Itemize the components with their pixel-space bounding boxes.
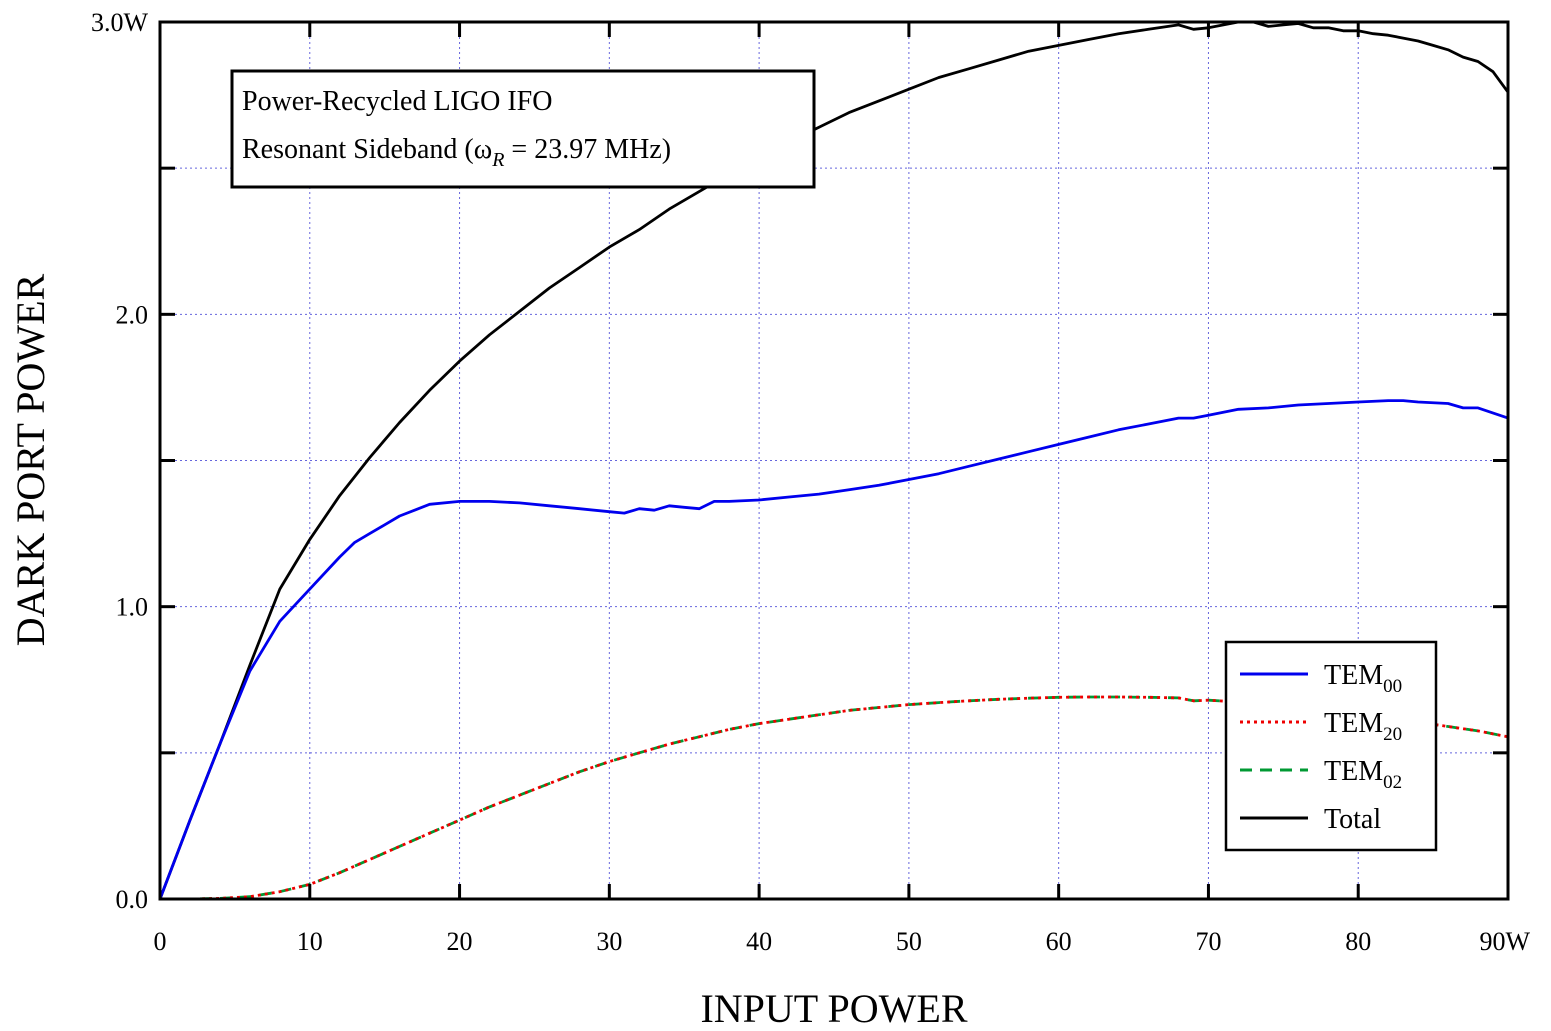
legend: TEM00 TEM20 TEM02 Total xyxy=(1224,640,1438,852)
annotation-line-2: Resonant Sideband (ωR = 23.97 MHz) xyxy=(242,134,671,171)
x-tick-label: 40 xyxy=(746,927,772,956)
x-tick-label: 90W xyxy=(1479,927,1530,956)
omega-symbol: ω xyxy=(474,134,492,165)
y-tick-label: 2.0 xyxy=(116,300,149,329)
legend-label: TEM00 xyxy=(1324,660,1402,697)
legend-label: TEM20 xyxy=(1324,708,1402,745)
x-tick-label: 10 xyxy=(297,927,323,956)
legend-label: Total xyxy=(1324,804,1381,835)
x-tick-label: 60 xyxy=(1046,927,1072,956)
annotation-frame xyxy=(230,69,816,189)
y-tick-label: 1.0 xyxy=(116,593,149,622)
x-tick-label: 0 xyxy=(154,927,167,956)
x-tick-label: 50 xyxy=(896,927,922,956)
x-tick-label: 80 xyxy=(1345,927,1371,956)
series-line-tem00 xyxy=(158,399,1509,900)
y-tick-label: 3.0W xyxy=(91,8,149,37)
y-axis-title: DARK PORT POWER xyxy=(8,273,53,646)
legend-label: TEM02 xyxy=(1324,756,1402,793)
x-tick-label: 20 xyxy=(447,927,473,956)
tick-labels: 0 10 20 30 40 50 60 70 80 90W 0.0 1.0 2.0 3.0W xyxy=(91,8,1531,956)
x-tick-label: 70 xyxy=(1195,927,1221,956)
axis-ticks xyxy=(158,20,1510,901)
x-axis-title: INPUT POWER xyxy=(700,986,967,1031)
annotation-line-1: Power-Recycled LIGO IFO xyxy=(242,86,552,117)
legend-frame xyxy=(1224,640,1438,852)
series-line-total xyxy=(158,20,1510,900)
annotation-box: Power-Recycled LIGO IFO Resonant Sideban… xyxy=(230,69,816,189)
x-tick-label: 30 xyxy=(596,927,622,956)
y-tick-label: 0.0 xyxy=(116,885,149,914)
omega-subscript: R xyxy=(491,149,504,171)
